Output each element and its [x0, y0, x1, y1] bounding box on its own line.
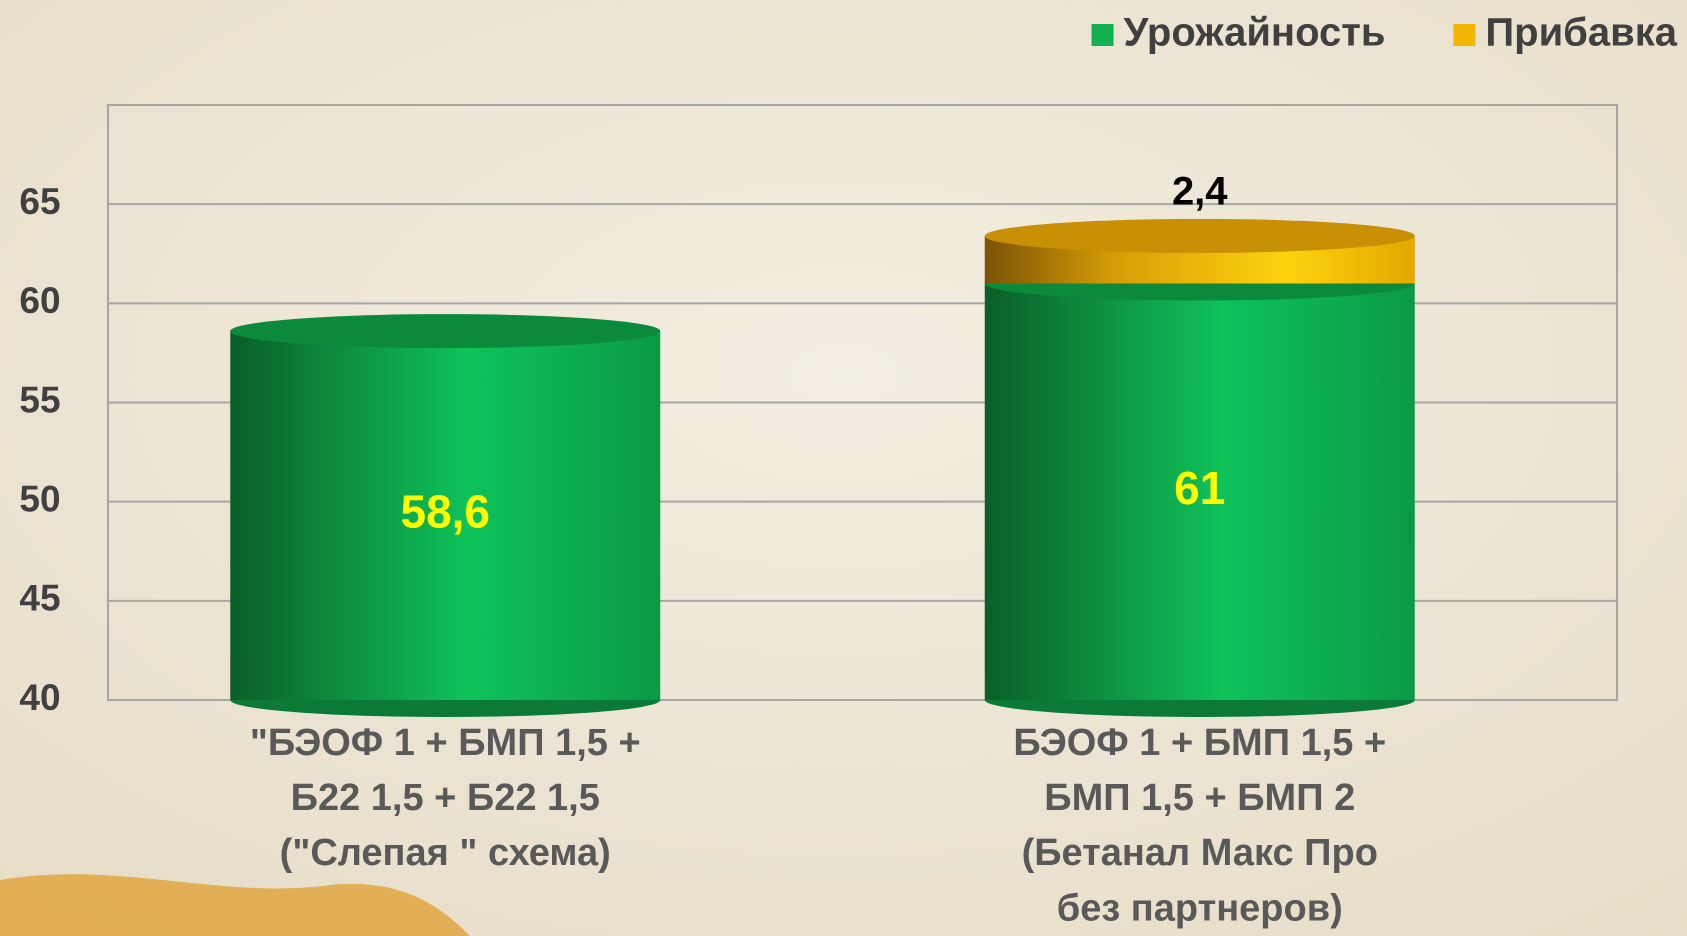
y-tick-label: 40: [19, 677, 60, 718]
y-tick-label: 65: [19, 181, 60, 222]
y-tick-label: 50: [19, 478, 60, 519]
y-tick-label: 45: [19, 578, 60, 619]
x-tick-label: "БЭОФ 1 + БМП 1,5 + Б22 1,5 + Б22 1,5 ("Сл…: [250, 722, 641, 874]
legend-swatch: [1091, 24, 1114, 46]
y-tick-label: 60: [19, 280, 60, 321]
legend-label: Урожайность: [1124, 11, 1386, 55]
legend-label: Прибавка: [1485, 11, 1677, 55]
decoration: [0, 874, 470, 936]
bar: [230, 331, 661, 700]
bar-top: [230, 314, 661, 349]
legend-swatch: [1453, 24, 1476, 46]
value-label: 58,6: [400, 486, 490, 538]
value-label: 61: [1174, 462, 1225, 514]
bar: [984, 283, 1415, 700]
x-tick-label: БЭОФ 1 + БМП 1,5 + БМП 1,5 + БМП 2 (Бетана…: [1013, 722, 1386, 929]
value-label: 2,4: [1172, 169, 1228, 213]
y-tick-label: 55: [19, 379, 60, 420]
bar-top: [984, 218, 1415, 253]
